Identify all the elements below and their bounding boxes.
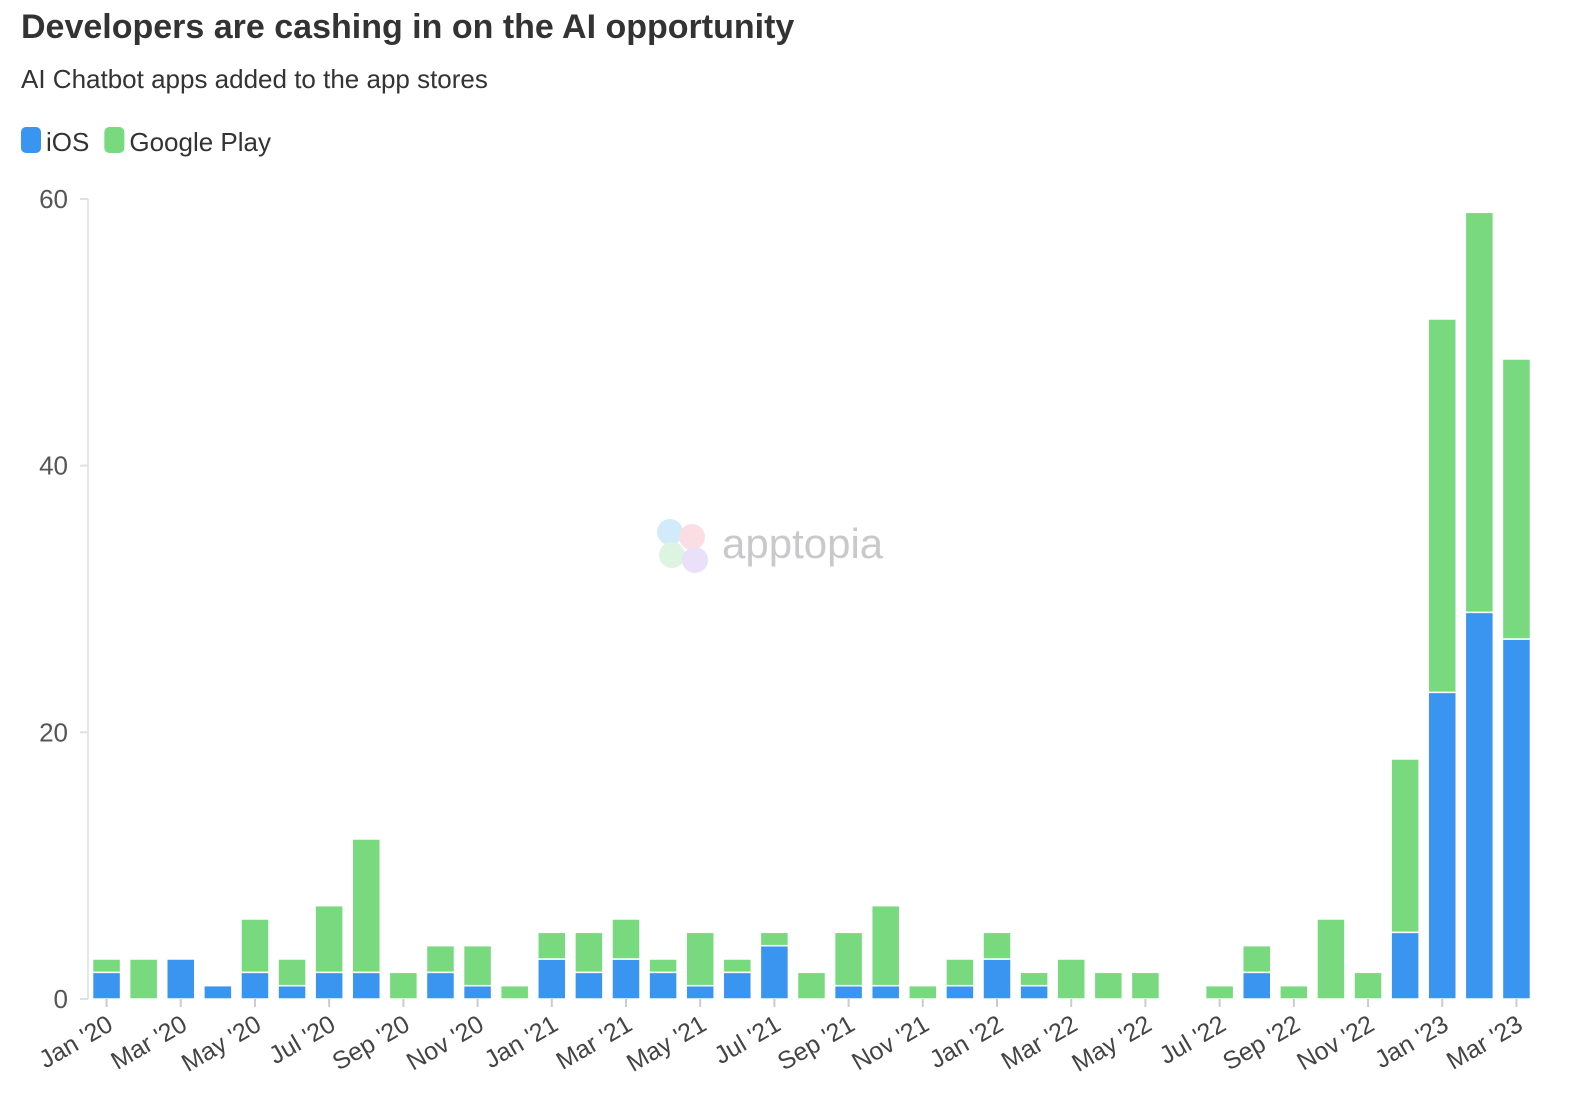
bar-segment — [1130, 971, 1161, 1000]
legend-swatch — [104, 127, 125, 153]
bar-segment — [1501, 638, 1532, 1000]
legend-label: iOS — [46, 127, 89, 157]
bar-segment — [982, 931, 1012, 960]
bar-segment — [1427, 691, 1457, 1000]
x-tick-label: Sep '22 — [1218, 1010, 1305, 1076]
bar-segment — [648, 971, 678, 1000]
bar-segment — [722, 958, 753, 974]
x-tick-label: Mar '21 — [551, 1010, 637, 1076]
bar-segment — [1204, 984, 1235, 1000]
bar-segment — [574, 971, 604, 1000]
bar-segment — [1353, 971, 1383, 1000]
bar-segment — [759, 944, 790, 1000]
x-tick-label: Jul '22 — [1155, 1010, 1231, 1070]
x-tick-label: Mar '23 — [1442, 1010, 1528, 1076]
bar-segment — [240, 918, 270, 974]
bar-segment — [1019, 984, 1049, 1000]
bar-segment — [91, 958, 122, 974]
bar-segment — [462, 944, 493, 987]
bar-segment — [314, 971, 344, 1000]
bar-segment — [425, 944, 456, 974]
x-tick-label: Sep '21 — [773, 1010, 860, 1076]
bar-segment — [722, 971, 753, 1000]
bar-segment — [1390, 931, 1420, 1000]
bar-segment — [833, 984, 864, 1000]
x-tick-label: Mar '20 — [106, 1010, 192, 1076]
bar-segment — [388, 971, 419, 1000]
bar-segment — [945, 958, 975, 987]
bar-segment — [166, 958, 196, 1000]
bar-segment — [611, 918, 641, 960]
bar-segment — [685, 984, 715, 1000]
chart-subtitle: AI Chatbot apps added to the app stores — [21, 64, 488, 94]
bar-segment — [685, 931, 715, 987]
bar-segment — [240, 971, 270, 1000]
bar-segment — [945, 984, 975, 1000]
x-tick-label: Nov '22 — [1292, 1010, 1379, 1076]
bar-segment — [462, 984, 493, 1000]
bar-segment — [203, 984, 233, 1000]
bar-segment — [277, 984, 307, 1000]
bar-segment — [351, 971, 382, 1000]
bar-segment — [91, 971, 122, 1000]
bar-segment — [908, 984, 938, 1000]
bar-segment — [1241, 971, 1272, 1000]
y-tick-label: 40 — [39, 451, 68, 481]
bar-segment — [648, 958, 678, 974]
x-tick-label: May '20 — [177, 1010, 266, 1078]
bar-segment — [1093, 971, 1124, 1000]
bar-segment — [833, 931, 864, 987]
x-tick-label: Nov '21 — [847, 1010, 934, 1076]
bar-segment — [870, 984, 901, 1000]
x-tick-label: Jan '20 — [34, 1010, 117, 1074]
chart-title: Developers are cashing in on the AI oppo… — [21, 8, 794, 46]
bar-segment — [1241, 944, 1272, 974]
bar-segment — [870, 904, 901, 987]
x-tick-label: Sep '20 — [328, 1010, 415, 1076]
x-tick-label: Mar '22 — [997, 1010, 1083, 1076]
x-tick-label: May '22 — [1067, 1010, 1156, 1078]
bar-segment — [1316, 918, 1346, 1000]
bar-segment — [537, 931, 567, 960]
bar-segment — [1390, 758, 1420, 934]
y-tick-label: 60 — [39, 184, 68, 214]
x-tick-label: Jul '20 — [264, 1010, 340, 1070]
bar-segment — [796, 971, 827, 1000]
watermark: apptopia — [722, 520, 884, 567]
bar-segment — [277, 958, 307, 987]
y-tick-label: 20 — [39, 717, 68, 747]
bar-segment — [982, 958, 1012, 1000]
x-tick-label: Jan '22 — [925, 1010, 1008, 1074]
bar-segment — [1464, 611, 1495, 1000]
bar-segment — [128, 958, 159, 1000]
x-tick-label: Jan '21 — [480, 1010, 563, 1074]
bar-segment — [1279, 984, 1309, 1000]
bar-segment — [611, 958, 641, 1000]
x-tick-label: Nov '20 — [402, 1010, 489, 1076]
legend-swatch — [21, 127, 41, 153]
bar-segment — [537, 958, 567, 1000]
x-tick-label: Jul '21 — [709, 1010, 785, 1070]
x-tick-label: Jan '23 — [1370, 1010, 1453, 1074]
bar-segment — [314, 904, 344, 974]
bar-segment — [1464, 211, 1495, 614]
y-tick-label: 0 — [54, 984, 68, 1014]
bar-segment — [574, 931, 604, 974]
bar-segment — [1056, 958, 1086, 1000]
bar-segment — [499, 984, 530, 1000]
bar-segment — [759, 931, 790, 947]
bar-segment — [1427, 318, 1457, 694]
legend-label: Google Play — [129, 127, 271, 157]
bar-segment — [1019, 971, 1049, 987]
bar-segment — [425, 971, 456, 1000]
watermark-logo — [657, 519, 708, 573]
bar-segment — [351, 838, 382, 974]
bar-segment — [1501, 358, 1532, 640]
x-tick-label: May '21 — [622, 1010, 711, 1078]
